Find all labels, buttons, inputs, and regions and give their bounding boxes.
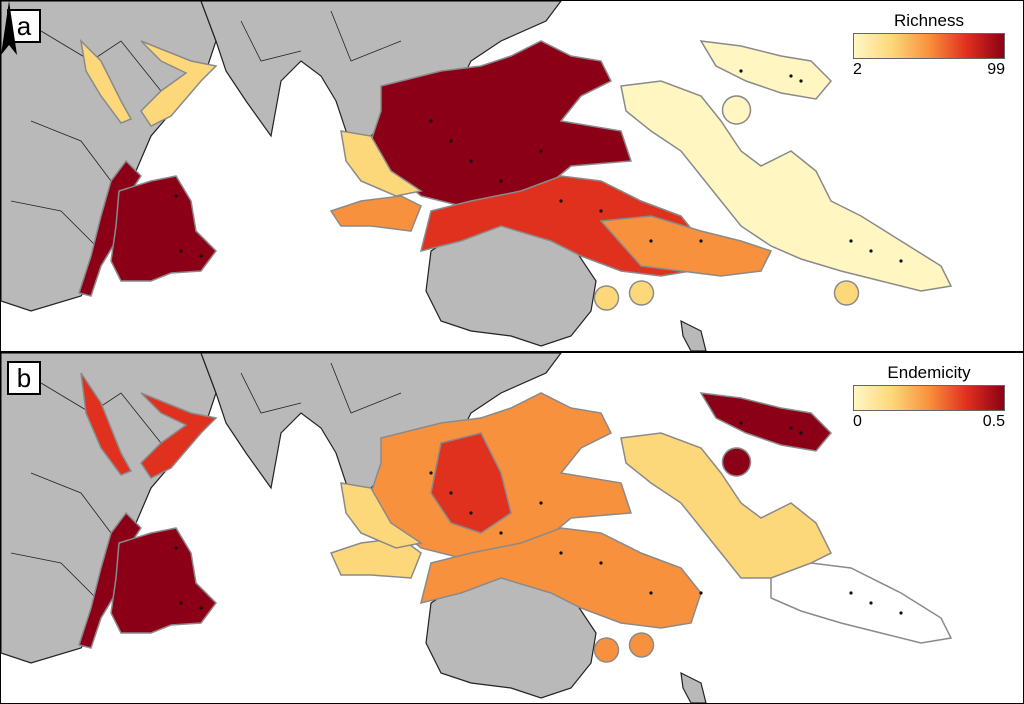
island-dots [174, 69, 903, 263]
zone-red-sea [80, 372, 133, 476]
borders-layer [10, 362, 402, 604]
zone-south-isolated [593, 632, 655, 663]
endemicity-legend: Endemicity 0 0.5 [853, 363, 1005, 431]
land-layer [1, 1, 707, 351]
legend-max-label: 99 [987, 61, 1005, 78]
zone-madagascar [110, 527, 217, 634]
island-dots [174, 421, 903, 615]
panel-a-richness-map: a Richness 2 99 [0, 0, 1024, 352]
richness-legend: Richness 2 99 [853, 11, 1005, 79]
panel-label-b: b [7, 361, 41, 395]
zone-polynesia-low [770, 562, 953, 644]
new-zealand-land [680, 319, 707, 351]
endemicity-zones [78, 372, 953, 663]
zone-sunda [340, 482, 423, 549]
zone-micronesia [620, 432, 833, 579]
zone-hawaii-isolated [721, 447, 752, 477]
richness-zones [78, 38, 953, 311]
panel-b-endemicity-map: b Endemicity 0 0.5 [0, 352, 1024, 704]
legend-min-label: 2 [853, 61, 862, 78]
zone-indian-coast [329, 195, 422, 232]
legend-ticks: 2 99 [853, 61, 1005, 79]
new-zealand-land [680, 671, 707, 703]
legend-max-label: 0.5 [982, 413, 1005, 430]
legend-color-bar [853, 385, 1005, 411]
zone-sunda [340, 130, 423, 197]
zone-hawaii-isolated [721, 95, 752, 125]
zone-hawaii [699, 40, 833, 100]
zone-hawaii [699, 392, 833, 452]
legend-min-label: 0 [853, 413, 862, 430]
zone-south-isolated [593, 280, 860, 311]
zone-micronesia [620, 80, 953, 292]
endemicity-map [1, 353, 953, 703]
legend-color-bar [853, 33, 1005, 59]
land-layer [1, 353, 707, 703]
zone-arabian-coast [140, 392, 218, 479]
borders-layer [10, 10, 402, 252]
zone-madagascar [110, 175, 217, 282]
legend-title: Endemicity [887, 363, 971, 382]
north-arrow-icon [1, 1, 17, 55]
zone-arabian-coast [140, 40, 218, 127]
legend-title: Richness [894, 11, 964, 30]
zone-west-pacific [419, 527, 702, 629]
zone-coral-triangle [430, 432, 512, 534]
zone-red-sea [79, 38, 133, 124]
legend-ticks: 0 0.5 [853, 413, 1005, 431]
zone-south-pacific [599, 215, 773, 277]
richness-map [1, 1, 953, 351]
